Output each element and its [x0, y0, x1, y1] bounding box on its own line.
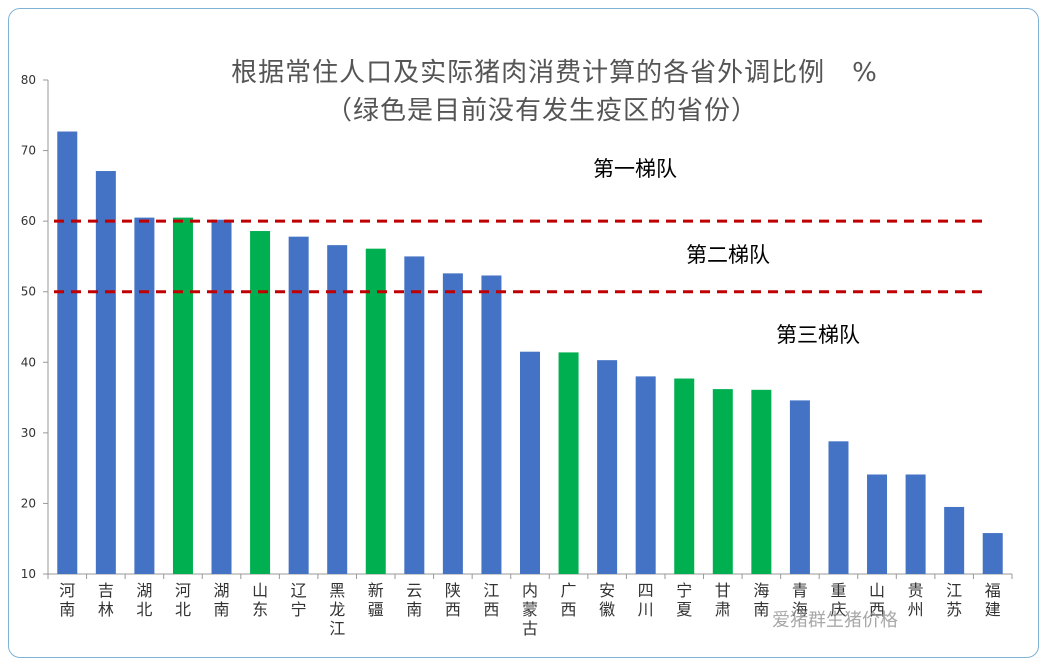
x-tick-label: 江 [483, 581, 499, 600]
y-tick-label: 40 [21, 355, 36, 369]
x-tick-label: 宁 [676, 581, 692, 600]
x-tick-label: 重 [830, 581, 846, 600]
x-tick-label: 南 [406, 600, 422, 619]
x-tick-label: 西 [561, 600, 577, 619]
x-tick-label: 州 [908, 600, 924, 619]
x-tick-label: 四 [638, 581, 654, 600]
x-tick-label: 湖 [214, 581, 230, 600]
x-tick-label: 江 [946, 581, 962, 600]
x-tick-label: 北 [175, 600, 191, 619]
x-tick-label: 建 [985, 600, 1001, 619]
x-tick-label: 蒙 [522, 600, 538, 619]
bar [95, 171, 116, 574]
bar [828, 441, 849, 574]
x-tick-label: 古 [522, 619, 538, 638]
x-tick-label: 新 [368, 581, 384, 600]
x-tick-label: 北 [136, 600, 152, 619]
y-tick-label: 80 [21, 73, 36, 87]
y-tick-label: 20 [21, 496, 36, 510]
x-tick-label: 南 [753, 600, 769, 619]
bar [250, 231, 271, 574]
x-tick-label: 疆 [368, 600, 384, 619]
bar [982, 533, 1003, 574]
chart-subtitle: （绿色是目前没有发生疫区的省份） [325, 96, 758, 126]
chart-title: 根据常住人口及实际猪肉消费计算的各省外调比例 % [231, 58, 878, 88]
x-tick-label: 夏 [676, 600, 692, 619]
x-tick-label: 徽 [599, 600, 615, 619]
x-tick-label: 贵 [908, 581, 924, 600]
bar [288, 236, 309, 574]
x-tick-label: 海 [792, 600, 808, 619]
x-tick-label: 吉 [98, 581, 114, 600]
bar [558, 352, 579, 574]
x-tick-label: 西 [445, 600, 461, 619]
x-tick-label: 西 [483, 600, 499, 619]
x-tick-label: 肃 [715, 600, 731, 619]
y-tick-label: 60 [21, 214, 36, 228]
x-tick-label: 南 [59, 600, 75, 619]
y-tick-label: 50 [21, 285, 36, 299]
x-tick-label: 河 [175, 581, 191, 600]
bar [712, 389, 733, 574]
tier-2-label: 第二梯队 [686, 243, 770, 267]
bar [751, 389, 772, 574]
x-tick-label: 广 [561, 581, 577, 600]
bar [944, 506, 965, 574]
x-tick-label: 陕 [445, 581, 461, 600]
tier-3-label: 第三梯队 [776, 323, 860, 347]
watermark: 爱猪群生猪价格 [772, 610, 898, 631]
bar [867, 474, 888, 574]
x-tick-label: 青 [792, 581, 808, 600]
x-tick-label: 川 [638, 600, 654, 619]
y-tick-label: 30 [21, 426, 36, 440]
x-tick-label: 江 [329, 619, 345, 638]
bar [211, 219, 232, 574]
bar [134, 217, 155, 574]
x-tick-label: 苏 [946, 600, 962, 619]
bar [520, 351, 540, 574]
x-tick-label: 山 [869, 581, 885, 600]
x-tick-label: 甘 [715, 581, 731, 600]
x-tick-label: 黑 [329, 581, 345, 600]
x-tick-label: 庆 [830, 600, 846, 619]
x-tick-label: 山 [252, 581, 268, 600]
x-tick-label: 宁 [291, 600, 307, 619]
y-tick-label: 10 [21, 567, 36, 581]
bar [404, 256, 425, 574]
bar [365, 248, 386, 574]
bar [789, 400, 810, 574]
bar [442, 273, 463, 574]
bar [635, 376, 656, 574]
x-tick-label: 福 [985, 581, 1001, 600]
x-tick-label: 林 [98, 600, 114, 619]
bar [597, 360, 618, 574]
x-tick-label: 河 [59, 581, 75, 600]
x-tick-label: 东 [252, 600, 268, 619]
bar [327, 245, 348, 574]
x-tick-label: 龙 [329, 600, 345, 619]
x-tick-label: 云 [406, 581, 422, 600]
tier-1-label: 第一梯队 [593, 157, 677, 181]
bar [674, 378, 695, 574]
x-tick-label: 西 [869, 600, 885, 619]
bar [172, 217, 193, 574]
x-tick-label: 南 [214, 600, 230, 619]
bar [57, 131, 78, 574]
bar [905, 474, 926, 574]
bar [481, 275, 502, 574]
x-tick-label: 海 [753, 581, 769, 600]
x-tick-label: 湖 [136, 581, 152, 600]
x-tick-label: 辽 [291, 581, 307, 600]
y-tick-label: 70 [21, 144, 36, 158]
x-tick-label: 内 [522, 581, 538, 600]
x-tick-label: 安 [599, 581, 615, 600]
